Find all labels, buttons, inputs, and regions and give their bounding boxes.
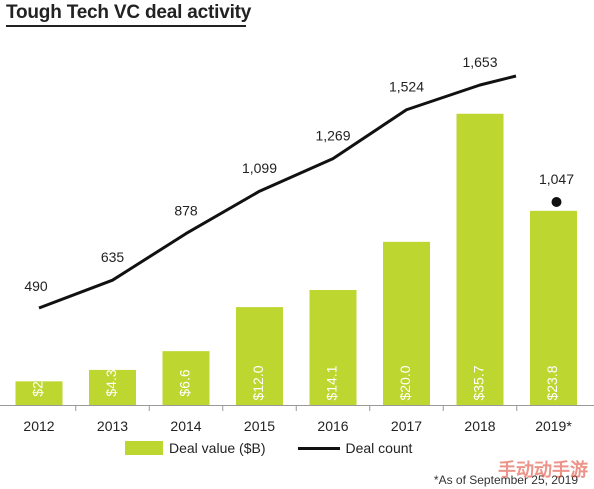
deal-count-label: 635	[101, 249, 125, 265]
bar-2017	[383, 241, 430, 405]
x-tick-label: 2017	[391, 418, 422, 434]
x-tick-label: 2018	[464, 418, 495, 434]
bar-2016	[309, 289, 357, 405]
bar-2018	[456, 113, 504, 406]
deal-activity-chart: $2.9 $4.3 $6.6 $12.0 $14.1 $20.0 $35.7 $23.8 201…	[0, 54, 594, 434]
deal-count-label: 878	[174, 203, 198, 219]
bar-value-label: $20.0	[397, 365, 413, 400]
deal-count-label: 1,047	[539, 171, 574, 187]
bar-2013	[89, 369, 136, 405]
watermark-logo: 手动动手游	[498, 460, 588, 481]
deal-count-label: 490	[24, 278, 48, 294]
bar-value-label: $14.1	[324, 365, 340, 400]
bar-value-label: $2.9	[30, 369, 46, 396]
legend-line-swatch	[297, 446, 340, 450]
legend-bar-swatch	[125, 441, 163, 455]
deal-count-label: 1,524	[389, 79, 424, 95]
bar-value-label: $4.3	[103, 369, 119, 396]
deal-count-line	[38, 74, 517, 310]
x-tick-label: 2012	[23, 418, 54, 434]
bar-2019*	[530, 210, 577, 405]
bar-2015	[236, 307, 283, 405]
bar-2014	[162, 351, 210, 405]
x-tick-label: 2019*	[535, 418, 572, 434]
bar-value-label: $23.8	[544, 365, 560, 400]
x-tick-label: 2015	[244, 418, 275, 434]
bar-value-label: $12.0	[250, 365, 266, 400]
chart-legend: Deal value ($B) Deal count	[125, 440, 412, 456]
bar-value-label: $6.6	[177, 369, 193, 396]
deal-count-point-2019	[551, 197, 562, 207]
bar-2012	[15, 381, 63, 405]
chart-title: Tough Tech VC deal activity	[6, 2, 252, 23]
footnote: *As of September 25, 2019	[433, 473, 578, 487]
legend-line-label: Deal count	[345, 440, 413, 456]
deal-count-label: 1,099	[242, 160, 277, 176]
x-tick-label: 2016	[317, 418, 348, 434]
x-tick-label: 2014	[170, 418, 201, 434]
deal-count-label: 1,653	[462, 54, 497, 70]
title-underline	[6, 25, 246, 27]
x-tick-label: 2013	[97, 418, 128, 434]
bar-value-label: $35.7	[471, 365, 487, 400]
deal-count-label: 1,269	[315, 128, 350, 144]
legend-bar-label: Deal value ($B)	[169, 440, 266, 456]
